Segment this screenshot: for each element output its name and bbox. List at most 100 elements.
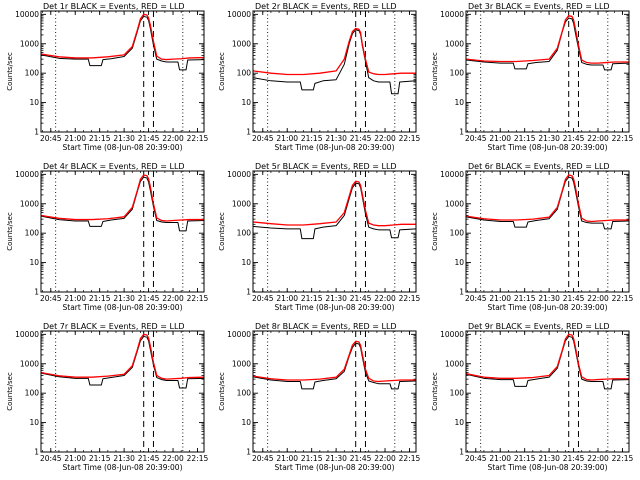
plot-frame bbox=[252, 10, 417, 133]
y-tick-label: 100 bbox=[237, 69, 252, 78]
x-tick-label: 21:15 bbox=[514, 294, 536, 303]
series-group bbox=[466, 15, 629, 71]
y-axis-label: Counts/sec bbox=[218, 212, 226, 251]
x-tick-label: 21:30 bbox=[113, 134, 135, 143]
y-tick-label: 1000 bbox=[20, 199, 39, 208]
y-tick-label: 1000 bbox=[445, 199, 464, 208]
x-tick-label: 20:45 bbox=[40, 454, 62, 463]
y-tick-label: 10 bbox=[454, 258, 464, 267]
panel-title: Det 7r BLACK = Events, RED = LLD bbox=[43, 322, 185, 331]
panel-2: Det 2r BLACK = Events, RED = LLD Counts/s… bbox=[218, 2, 421, 152]
x-tick-label: 22:00 bbox=[162, 134, 184, 143]
x-axis-label: Start Time (08-Jun-08 20:39:00) bbox=[275, 463, 395, 472]
panel-title: Det 5r BLACK = Events, RED = LLD bbox=[255, 162, 397, 171]
x-tick-label: 21:00 bbox=[64, 294, 86, 303]
y-tick-label: 10 bbox=[241, 258, 251, 267]
x-axis-label: Start Time (08-Jun-08 20:39:00) bbox=[488, 303, 608, 312]
x-tick-label: 21:30 bbox=[538, 454, 560, 463]
x-tick-label: 21:00 bbox=[64, 134, 86, 143]
lld-series-line bbox=[41, 174, 204, 222]
x-tick-label: 21:15 bbox=[89, 294, 111, 303]
panel-title: Det 8r BLACK = Events, RED = LLD bbox=[255, 322, 397, 331]
x-tick-label: 22:00 bbox=[587, 454, 609, 463]
y-tick-label: 100 bbox=[25, 69, 40, 78]
events-series-line bbox=[253, 342, 416, 390]
x-tick-label: 21:15 bbox=[89, 134, 111, 143]
y-tick-label: 10 bbox=[241, 98, 251, 107]
y-tick-label: 100 bbox=[25, 389, 40, 398]
panel-8: Det 8r BLACK = Events, RED = LLD Counts/s… bbox=[218, 322, 421, 472]
series-group bbox=[41, 174, 204, 232]
x-tick-label: 21:15 bbox=[301, 454, 323, 463]
y-tick-label: 10 bbox=[454, 98, 464, 107]
x-tick-label: 22:15 bbox=[612, 454, 634, 463]
y-tick-label: 100 bbox=[25, 229, 40, 238]
y-tick-label: 10000 bbox=[227, 10, 251, 19]
series-group bbox=[253, 340, 416, 390]
series-group bbox=[41, 333, 204, 389]
x-tick-label: 21:45 bbox=[563, 294, 585, 303]
panel-title: Det 1r BLACK = Events, RED = LLD bbox=[43, 2, 185, 11]
plot-frame bbox=[465, 170, 630, 293]
x-tick-label: 22:15 bbox=[399, 294, 421, 303]
lld-series-line bbox=[466, 333, 629, 381]
plot-frame bbox=[465, 10, 630, 133]
x-tick-label: 21:45 bbox=[350, 294, 372, 303]
events-series-line bbox=[41, 15, 204, 71]
lld-series-line bbox=[466, 15, 629, 64]
x-tick-label: 22:00 bbox=[162, 454, 184, 463]
x-axis-label: Start Time (08-Jun-08 20:39:00) bbox=[275, 143, 395, 152]
x-tick-label: 22:15 bbox=[399, 134, 421, 143]
panel-7: Det 7r BLACK = Events, RED = LLD Counts/s… bbox=[6, 322, 209, 472]
x-tick-label: 21:00 bbox=[489, 134, 511, 143]
x-tick-label: 22:15 bbox=[187, 294, 209, 303]
y-axis-label: Counts/sec bbox=[6, 212, 14, 251]
events-series-line bbox=[466, 335, 629, 390]
events-series-line bbox=[41, 176, 204, 232]
y-tick-label: 1 bbox=[459, 288, 464, 297]
events-series-line bbox=[466, 176, 629, 230]
x-tick-label: 21:30 bbox=[325, 294, 347, 303]
events-series-line bbox=[466, 17, 629, 71]
panel-1: Det 1r BLACK = Events, RED = LLD Counts/s… bbox=[6, 2, 209, 152]
series-group bbox=[41, 13, 204, 71]
lld-series-line bbox=[253, 27, 416, 76]
lld-series-line bbox=[41, 333, 204, 380]
events-series-line bbox=[41, 335, 204, 389]
x-axis-label: Start Time (08-Jun-08 20:39:00) bbox=[488, 143, 608, 152]
y-tick-label: 1000 bbox=[232, 199, 251, 208]
x-tick-label: 22:15 bbox=[187, 134, 209, 143]
y-axis-label: Counts/sec bbox=[218, 372, 226, 411]
x-tick-label: 21:15 bbox=[301, 134, 323, 143]
x-tick-label: 21:45 bbox=[138, 134, 160, 143]
x-tick-label: 20:45 bbox=[40, 294, 62, 303]
panel-title: Det 4r BLACK = Events, RED = LLD bbox=[43, 162, 185, 171]
x-tick-label: 21:00 bbox=[276, 294, 298, 303]
x-tick-label: 20:45 bbox=[252, 134, 274, 143]
y-tick-label: 10000 bbox=[440, 170, 464, 179]
x-tick-label: 22:00 bbox=[162, 294, 184, 303]
x-tick-label: 22:00 bbox=[374, 454, 396, 463]
x-tick-label: 21:30 bbox=[325, 134, 347, 143]
series-group bbox=[253, 27, 416, 95]
x-tick-label: 21:45 bbox=[563, 454, 585, 463]
y-tick-label: 1 bbox=[34, 288, 39, 297]
series-group bbox=[466, 174, 629, 230]
x-tick-label: 20:45 bbox=[465, 454, 487, 463]
events-series-line bbox=[253, 182, 416, 240]
x-tick-label: 21:30 bbox=[538, 294, 560, 303]
y-tick-label: 100 bbox=[450, 389, 465, 398]
lld-series-line bbox=[253, 340, 416, 383]
y-tick-label: 100 bbox=[450, 229, 465, 238]
y-tick-label: 1000 bbox=[20, 359, 39, 368]
x-axis-label: Start Time (08-Jun-08 20:39:00) bbox=[275, 303, 395, 312]
x-axis-label: Start Time (08-Jun-08 20:39:00) bbox=[63, 303, 183, 312]
panel-title: Det 3r BLACK = Events, RED = LLD bbox=[468, 2, 610, 11]
x-tick-label: 22:15 bbox=[187, 454, 209, 463]
y-tick-label: 10 bbox=[29, 418, 39, 427]
y-tick-label: 10000 bbox=[227, 170, 251, 179]
y-tick-label: 10000 bbox=[15, 10, 39, 19]
x-axis-label: Start Time (08-Jun-08 20:39:00) bbox=[488, 463, 608, 472]
y-tick-label: 10 bbox=[29, 258, 39, 267]
